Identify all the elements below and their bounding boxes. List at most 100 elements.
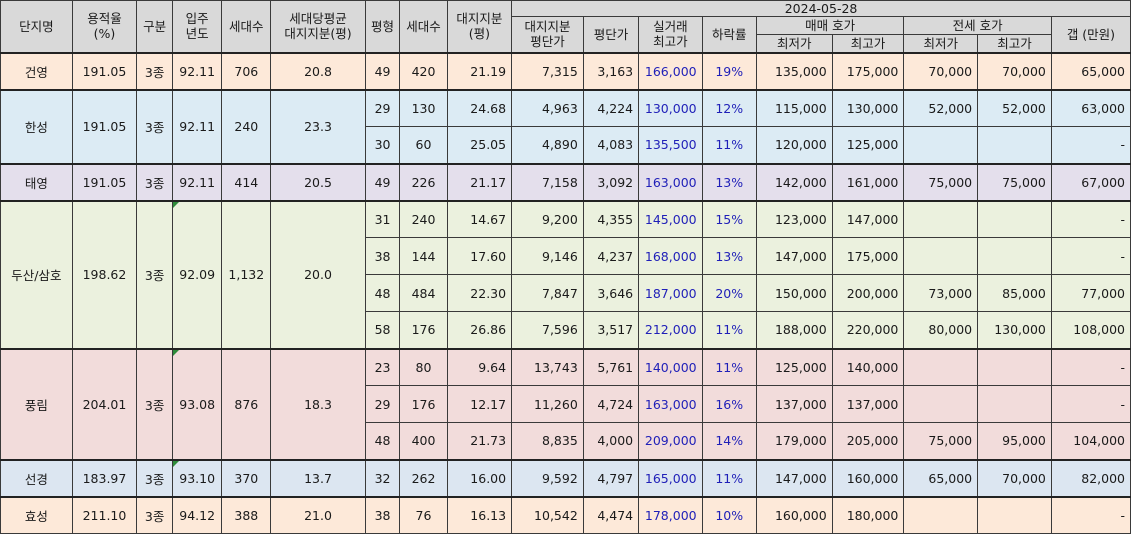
jeonse-min-value — [903, 347, 979, 386]
size-value: 48 — [364, 274, 401, 312]
gap-value: 82,000 — [1050, 458, 1131, 497]
sale-max-value: 175,000 — [831, 237, 905, 275]
pyeong-price-value: 4,355 — [582, 199, 640, 238]
avg-land-value: 20.5 — [270, 162, 366, 201]
jeonse-min-value: 52,000 — [903, 88, 979, 127]
unit-households-value: 60 — [399, 126, 448, 164]
header-jeonse-group: 전세 호가 — [903, 16, 1052, 35]
land-price-value: 7,315 — [511, 51, 584, 90]
unit-households-value: 144 — [399, 237, 448, 275]
gap-value: 104,000 — [1050, 422, 1131, 460]
unit-households-value: 76 — [399, 495, 448, 534]
year-value: 93.10 — [172, 458, 223, 497]
jeonse-max-value — [977, 385, 1052, 423]
actual-max-value: 209,000 — [638, 422, 703, 460]
size-value: 32 — [364, 458, 401, 497]
jeonse-max-value: 95,000 — [977, 422, 1052, 460]
actual-max-value: 168,000 — [638, 237, 703, 275]
jeonse-min-value — [903, 199, 979, 238]
header-row-bottom: 최저가 최고가 최저가 최고가 — [1, 34, 1131, 53]
actual-max-value: 165,000 — [638, 458, 703, 497]
sale-min-value: 150,000 — [755, 274, 833, 312]
actual-max-value: 187,000 — [638, 274, 703, 312]
sale-max-value: 200,000 — [831, 274, 905, 312]
land-share-value: 24.68 — [446, 88, 513, 127]
land-share-value: 25.05 — [446, 126, 513, 164]
sale-max-value: 175,000 — [831, 51, 905, 90]
header-land-price: 대지지분 평단가 — [511, 16, 584, 53]
year-value: 92.09 — [172, 199, 223, 349]
pyeong-price-value: 4,237 — [582, 237, 640, 275]
jeonse-max-value: 52,000 — [977, 88, 1052, 127]
sale-min-value: 179,000 — [755, 422, 833, 460]
header-gap: 갭 (만원) — [1050, 16, 1131, 53]
jeonse-max-value — [977, 126, 1052, 164]
sale-min-value: 147,000 — [755, 237, 833, 275]
drop-rate-value: 11% — [701, 347, 757, 386]
unit-households-value: 240 — [399, 199, 448, 238]
unit-households-value: 400 — [399, 422, 448, 460]
unit-households-value: 262 — [399, 458, 448, 497]
sale-min-value: 135,000 — [755, 51, 833, 90]
actual-max-value: 212,000 — [638, 311, 703, 349]
jeonse-max-value: 70,000 — [977, 458, 1052, 497]
complex-name: 두산/삼호 — [0, 199, 73, 349]
header-sale-max: 최고가 — [831, 34, 905, 53]
zone-value: 3종 — [136, 162, 174, 201]
header-date: 2024-05-28 — [511, 0, 1131, 17]
avg-land-value: 20.8 — [270, 51, 366, 90]
header-sale-min: 최저가 — [755, 34, 833, 53]
zone-value: 3종 — [136, 199, 174, 349]
table-row: 건영 191.05 3종 92.11 706 20.8 49 420 21.19 7,315 3,1… — [0, 51, 1131, 90]
avg-land-value: 21.0 — [270, 495, 366, 534]
sale-max-value: 125,000 — [831, 126, 905, 164]
households-value: 1,132 — [221, 199, 272, 349]
complex-name: 선경 — [0, 458, 73, 497]
sale-max-value: 140,000 — [831, 347, 905, 386]
households-value: 388 — [221, 495, 272, 534]
sale-max-value: 205,000 — [831, 422, 905, 460]
size-value: 38 — [364, 237, 401, 275]
far-value: 204.01 — [71, 347, 138, 460]
land-price-value: 8,835 — [511, 422, 584, 460]
pyeong-price-value: 4,474 — [582, 495, 640, 534]
gap-value: - — [1050, 126, 1131, 164]
size-value: 31 — [364, 199, 401, 238]
households-value: 876 — [221, 347, 272, 460]
far-value: 191.05 — [71, 88, 138, 164]
year-value: 92.11 — [172, 88, 223, 164]
pyeong-price-value: 4,083 — [582, 126, 640, 164]
drop-rate-value: 13% — [701, 237, 757, 275]
unit-households-value: 176 — [399, 385, 448, 423]
jeonse-max-value — [977, 347, 1052, 386]
size-value: 49 — [364, 51, 401, 90]
far-value: 191.05 — [71, 162, 138, 201]
table-row: 한성 191.05 3종 92.11 240 23.3 29 130 24.68 4,963 4,2… — [0, 88, 1131, 164]
land-price-value: 9,146 — [511, 237, 584, 275]
drop-rate-value: 11% — [701, 458, 757, 497]
jeonse-min-value — [903, 126, 979, 164]
land-share-value: 21.17 — [446, 162, 513, 201]
header-zone: 구분 — [136, 0, 174, 53]
drop-rate-value: 19% — [701, 51, 757, 90]
avg-land-value: 23.3 — [270, 88, 366, 164]
land-price-value: 4,963 — [511, 88, 584, 127]
land-price-value: 4,890 — [511, 126, 584, 164]
sale-max-value: 137,000 — [831, 385, 905, 423]
land-price-value: 11,260 — [511, 385, 584, 423]
header-unit-households: 세대수 — [399, 0, 448, 53]
jeonse-min-value: 75,000 — [903, 422, 979, 460]
header-row-middle: 대지지분 평단가 평단가 실거래 최고가 하락률 매매 호가 전세 호가 갭 (만원… — [1, 16, 1131, 53]
actual-max-value: 166,000 — [638, 51, 703, 90]
jeonse-min-value — [903, 237, 979, 275]
pyeong-price-value: 3,092 — [582, 162, 640, 201]
jeonse-max-value — [977, 495, 1052, 534]
unit-households-value: 80 — [399, 347, 448, 386]
actual-max-value: 130,000 — [638, 88, 703, 127]
jeonse-min-value — [903, 385, 979, 423]
actual-max-value: 178,000 — [638, 495, 703, 534]
zone-value: 3종 — [136, 347, 174, 460]
unit-households-value: 484 — [399, 274, 448, 312]
complex-name: 효성 — [0, 495, 73, 534]
sale-min-value: 147,000 — [755, 458, 833, 497]
